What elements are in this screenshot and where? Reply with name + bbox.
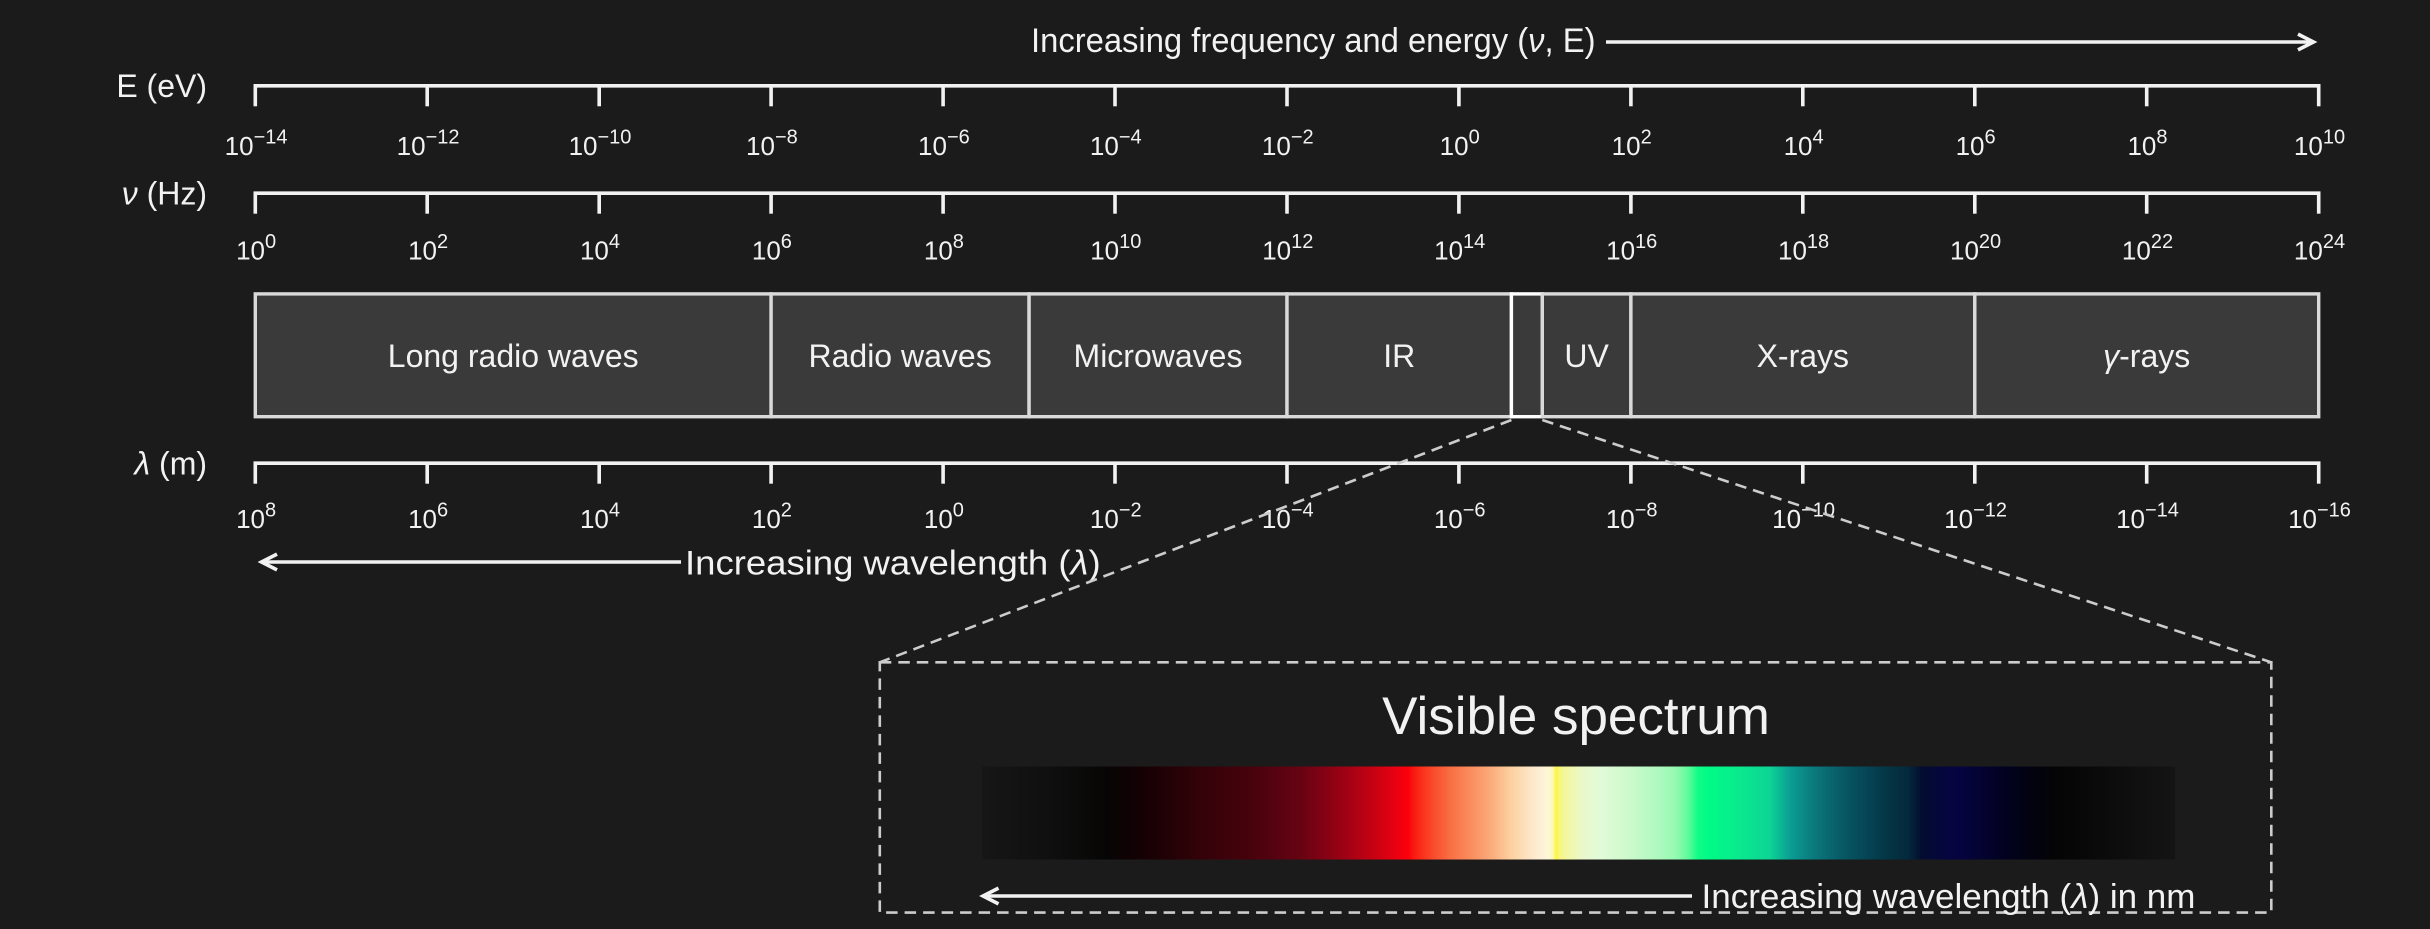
svg-text:1010: 1010 (2294, 126, 2345, 161)
svg-text:Increasing wavelength (λ): Increasing wavelength (λ) (685, 545, 1101, 583)
svg-text:1014: 1014 (1434, 231, 1485, 266)
svg-text:10−4: 10−4 (1090, 126, 1142, 161)
svg-text:10−6: 10−6 (1434, 500, 1486, 535)
svg-text:10−14: 10−14 (225, 126, 288, 161)
svg-text:10−8: 10−8 (1606, 500, 1658, 535)
svg-text:106: 106 (752, 231, 792, 266)
svg-text:1016: 1016 (1606, 231, 1657, 266)
svg-text:Microwaves: Microwaves (1074, 338, 1243, 374)
svg-text:1020: 1020 (1950, 231, 2001, 266)
svg-text:X-rays: X-rays (1757, 338, 1849, 374)
svg-text:Radio waves: Radio waves (808, 338, 991, 374)
svg-text:ν (Hz): ν (Hz) (122, 176, 207, 212)
svg-text:102: 102 (752, 500, 792, 535)
svg-text:10−10: 10−10 (569, 126, 632, 161)
svg-text:106: 106 (1956, 126, 1996, 161)
svg-text:Visible spectrum: Visible spectrum (1382, 687, 1770, 746)
svg-text:106: 106 (408, 500, 448, 535)
svg-text:102: 102 (1612, 126, 1652, 161)
svg-text:10−16: 10−16 (2288, 500, 2351, 535)
svg-text:100: 100 (236, 231, 276, 266)
svg-text:104: 104 (580, 500, 620, 535)
svg-text:IR: IR (1383, 338, 1415, 374)
svg-text:10−8: 10−8 (746, 126, 798, 161)
svg-text:1012: 1012 (1262, 231, 1313, 266)
svg-text:108: 108 (236, 500, 276, 535)
svg-text:108: 108 (2127, 126, 2167, 161)
svg-text:10−2: 10−2 (1090, 500, 1142, 535)
svg-text:1018: 1018 (1778, 231, 1829, 266)
svg-text:10−10: 10−10 (1772, 500, 1835, 535)
svg-text:1010: 1010 (1090, 231, 1141, 266)
svg-text:λ (m): λ (m) (132, 446, 207, 482)
svg-text:10−6: 10−6 (918, 126, 970, 161)
svg-text:E (eV): E (eV) (116, 68, 207, 104)
svg-text:Increasing wavelength (λ) in n: Increasing wavelength (λ) in nm (1702, 878, 2196, 915)
svg-text:1022: 1022 (2122, 231, 2173, 266)
svg-text:100: 100 (1440, 126, 1480, 161)
svg-text:108: 108 (924, 231, 964, 266)
svg-text:10−12: 10−12 (1944, 500, 2007, 535)
svg-text:UV: UV (1564, 338, 1609, 374)
svg-text:10−14: 10−14 (2116, 500, 2179, 535)
svg-text:10−12: 10−12 (397, 126, 460, 161)
svg-text:104: 104 (1784, 126, 1824, 161)
svg-text:γ-rays: γ-rays (2103, 338, 2190, 374)
svg-text:10−2: 10−2 (1262, 126, 1314, 161)
svg-text:1024: 1024 (2294, 231, 2345, 266)
svg-text:102: 102 (408, 231, 448, 266)
svg-text:Long radio waves: Long radio waves (388, 338, 639, 374)
svg-text:100: 100 (924, 500, 964, 535)
svg-text:10−4: 10−4 (1262, 500, 1314, 535)
svg-text:104: 104 (580, 231, 620, 266)
svg-text:Increasing frequency and energ: Increasing frequency and energy (ν, E) (1031, 23, 1595, 61)
